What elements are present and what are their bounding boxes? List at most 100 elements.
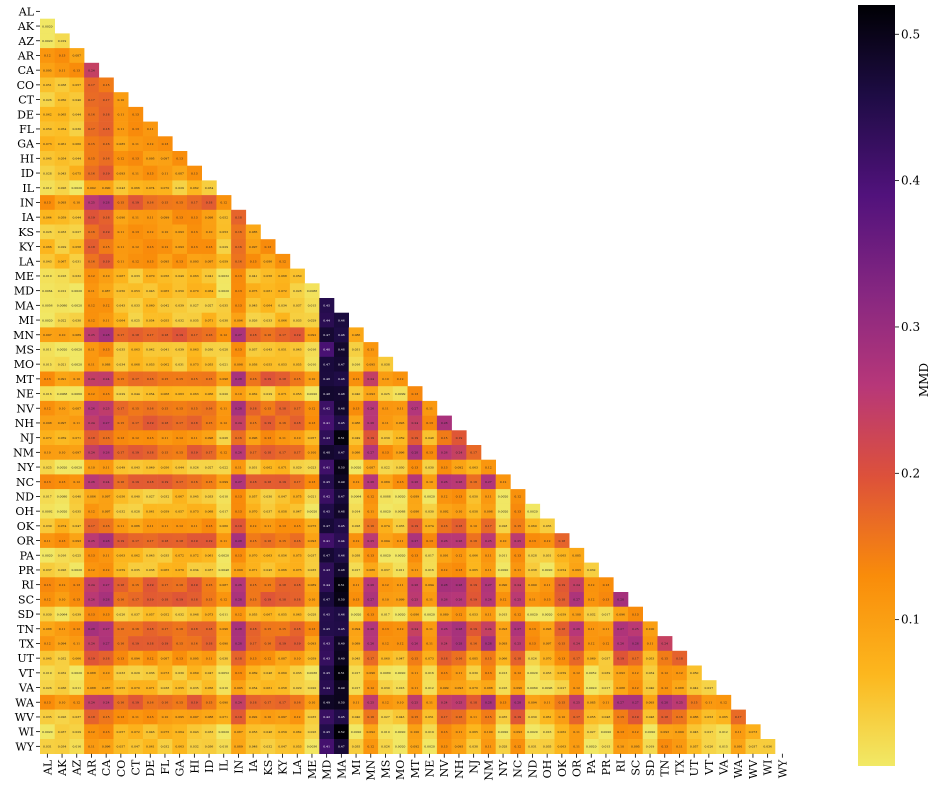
- heatmap-cell-IL-FL: [157, 180, 173, 196]
- heatmap-cell-TX-AR: [84, 636, 100, 652]
- heatmap-cell-IA-IN: [231, 209, 247, 225]
- heatmap-cell-value-KS-ID: 0.10: [206, 230, 213, 234]
- heatmap-cell-PR-AL: [40, 562, 55, 578]
- heatmap-cell-TX-AK: [54, 636, 70, 652]
- y-tick-label-OK: OK: [17, 520, 35, 533]
- heatmap-cell-value-SD-NY: 0.015: [499, 612, 508, 616]
- heatmap-cell-value-OH-NC: 0.13: [514, 509, 521, 513]
- heatmap-cell-value-KS-IN: 0.16: [235, 230, 242, 234]
- x-tick-label-KY: KY: [277, 759, 290, 775]
- heatmap-cell-WI-MS: [378, 724, 394, 740]
- heatmap-cell-SD-ME: [304, 606, 320, 622]
- heatmap-cell-value-IN-FL: 0.15: [162, 201, 169, 205]
- heatmap-cell-value-OR-NY: 0.10: [500, 539, 507, 543]
- heatmap-cell-SD-AK: [54, 606, 70, 622]
- heatmap-cell-value-PR-MT: 0.11: [412, 568, 419, 572]
- heatmap-cell-value-MD-AZ: 0.0020: [72, 289, 83, 293]
- heatmap-cell-ND-NH: [451, 489, 467, 505]
- heatmap-cell-value-PA-MT: 0.13: [412, 553, 419, 557]
- heatmap-cell-value-UT-GA: 0.13: [176, 656, 183, 660]
- heatmap-cell-NY-NJ: [466, 459, 482, 475]
- heatmap-cell-NM-CT: [128, 445, 144, 460]
- heatmap-cell-WA-SC: [628, 694, 643, 710]
- heatmap-cell-MN-MA: [334, 327, 349, 343]
- heatmap-cell-value-CA-AR: 0.24: [88, 68, 95, 72]
- heatmap-cell-VT-MI: [348, 665, 364, 681]
- heatmap-cell-MT-AZ: [69, 371, 85, 387]
- heatmap-cell-ME-CA: [98, 268, 114, 284]
- heatmap-cell-value-NJ-MO: 0.059: [396, 436, 405, 440]
- heatmap-cell-TX-MT: [407, 636, 423, 652]
- heatmap-cell-value-NJ-ME: 0.057: [308, 436, 317, 440]
- heatmap-cell-KS-ID: [201, 224, 217, 240]
- heatmap-cell-CO-AL: [40, 77, 55, 93]
- heatmap-cell-value-TN-KY: 0.15: [279, 627, 286, 631]
- heatmap-cell-PR-LA: [289, 562, 305, 578]
- y-tick-label-UT: UT: [17, 652, 34, 665]
- heatmap-cell-WY-CA: [98, 739, 114, 754]
- heatmap-cell-value-WV-VA: 0.065: [719, 715, 728, 719]
- heatmap-cell-value-MO-CA: 0.088: [102, 362, 111, 366]
- heatmap-cell-value-WV-RI: 0.15: [617, 715, 624, 719]
- heatmap-cell-value-WI-PA: 0.027: [587, 730, 596, 734]
- heatmap-cell-value-WI-AL: 0.0020: [42, 730, 53, 734]
- heatmap-cell-PA-OR: [569, 547, 585, 563]
- heatmap-cell-ND-ID: [201, 489, 217, 505]
- heatmap-cell-value-PA-CO: 0.063: [117, 553, 126, 557]
- heatmap-cell-VT-KS: [260, 665, 276, 681]
- heatmap-cell-value-ND-MT: 0.089: [411, 495, 420, 499]
- heatmap-cell-GA-CO: [113, 136, 129, 152]
- heatmap-cell-value-OR-MN: 0.25: [367, 539, 374, 543]
- heatmap-cell-AK-AL: [40, 18, 55, 34]
- heatmap-cell-MT-DE: [142, 371, 158, 387]
- heatmap-cell-value-SC-NM: 0.26: [485, 598, 492, 602]
- heatmap-cell-WY-OH: [539, 739, 555, 754]
- heatmap-cell-value-NC-IN: 0.27: [235, 480, 242, 484]
- heatmap-cell-value-UT-AZ: 0.066: [72, 656, 81, 660]
- heatmap-cell-value-MT-MN: 0.24: [367, 377, 374, 381]
- heatmap-cell-AR-AK: [54, 48, 70, 64]
- heatmap-cell-value-UT-DE: 0.12: [147, 656, 154, 660]
- heatmap-cell-PR-OH: [539, 562, 555, 578]
- heatmap-cell-TN-MI: [348, 621, 364, 637]
- heatmap-cell-MD-AL: [40, 283, 55, 299]
- heatmap-cell-MI-DE: [142, 312, 158, 328]
- heatmap-cell-NC-CT: [128, 474, 144, 490]
- heatmap-cell-LA-DE: [142, 253, 158, 269]
- heatmap-cell-MO-IA: [245, 356, 261, 372]
- heatmap-cell-value-RI-MI: 0.11: [353, 583, 360, 587]
- heatmap-cell-value-PA-HI: 0.072: [190, 553, 199, 557]
- heatmap-cell-value-SC-MS: 0.10: [382, 598, 389, 602]
- heatmap-cell-value-WY-NC: 0.12: [514, 745, 521, 749]
- heatmap-cell-value-OR-AZ: 0.093: [72, 539, 81, 543]
- heatmap-cell-OR-MA: [334, 533, 349, 549]
- heatmap-cell-MD-CT: [128, 283, 144, 299]
- heatmap-cell-IN-HI: [187, 195, 202, 211]
- heatmap-cell-value-UT-HI: 0.095: [190, 656, 199, 660]
- heatmap-cell-value-VA-MA: 0.49: [338, 686, 345, 690]
- heatmap-cell-value-OH-MD: 0.45: [323, 509, 330, 513]
- heatmap-cell-value-VT-FL: 0.073: [161, 671, 170, 675]
- heatmap-cell-value-KS-AL: 0.026: [43, 230, 52, 234]
- heatmap-cell-MT-HI: [187, 371, 202, 387]
- heatmap-cell-LA-ID: [201, 253, 217, 269]
- heatmap-cell-value-UT-MO: 0.047: [396, 656, 405, 660]
- heatmap-cell-ID-DE: [142, 165, 158, 181]
- heatmap-cell-value-UT-NM: 0.15: [485, 656, 492, 660]
- heatmap-cell-NV-MT: [407, 400, 423, 416]
- heatmap-cell-value-WI-MO: 0.0020: [395, 730, 406, 734]
- heatmap-cell-NJ-IA: [245, 430, 261, 446]
- heatmap-cell-value-NY-MA: 0.50: [338, 465, 345, 469]
- heatmap-cell-value-WA-HI: 0.19: [191, 700, 198, 704]
- heatmap-cell-SD-SC: [628, 606, 643, 622]
- heatmap-cell-value-DE-CO: 0.11: [118, 112, 125, 116]
- heatmap-cell-VA-AK: [54, 680, 70, 696]
- heatmap-cell-UT-SC: [628, 650, 643, 666]
- heatmap-cell-MI-IL: [216, 312, 232, 328]
- heatmap-cell-value-MS-ME: 0.016: [308, 348, 317, 352]
- heatmap-cell-WI-KS: [260, 724, 276, 740]
- heatmap-cell-value-WI-WA: 0.11: [735, 730, 742, 734]
- heatmap-cell-PA-NE: [422, 547, 438, 563]
- heatmap-cell-SD-CT: [128, 606, 144, 622]
- heatmap-cell-NC-NY: [495, 474, 511, 490]
